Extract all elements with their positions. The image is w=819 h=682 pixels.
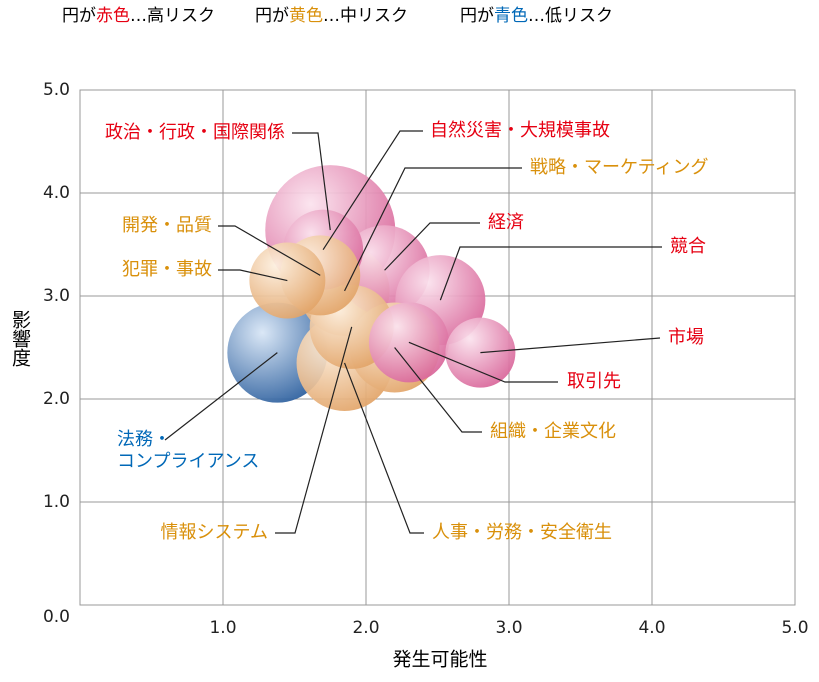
y-tick-label: 2.0 <box>43 389 70 409</box>
legend-entry: 円が赤色…高リスク <box>62 6 215 26</box>
x-tick-label: 5.0 <box>781 618 808 638</box>
bubble-label: 市場 <box>668 327 704 348</box>
x-axis-label: 発生可能性 <box>392 649 487 671</box>
bubble-label: 開発・品質 <box>122 215 212 236</box>
bubble-label: 組織・企業文化 <box>490 421 616 442</box>
legend: 円が赤色…高リスク 円が黄色…中リスク 円が青色…低リスク <box>62 6 613 26</box>
leader-line <box>322 130 423 250</box>
leader-line <box>394 347 482 433</box>
bubble-label: 取引先 <box>567 371 621 392</box>
bubble-label: 経済 <box>488 212 524 233</box>
legend-suffix: …高リスク <box>130 6 215 26</box>
leader-line <box>218 269 288 282</box>
y-tick-label: 5.0 <box>43 80 70 100</box>
leader-line <box>384 222 480 271</box>
leader-line <box>343 362 424 534</box>
bubble-label: 競合 <box>670 236 706 257</box>
bubble-label: 法務・ <box>117 429 171 450</box>
legend-prefix: 円が <box>460 6 494 26</box>
legend-entry: 円が青色…低リスク <box>460 6 613 26</box>
legend-suffix: …中リスク <box>323 6 408 26</box>
x-tick-label: 2.0 <box>352 618 379 638</box>
leader-line <box>292 132 331 231</box>
bubble-label: 自然災害・大規模事故 <box>430 120 610 141</box>
leader-line <box>344 167 522 292</box>
legend-entry: 円が黄色…中リスク <box>255 6 408 26</box>
leader-line <box>275 326 353 534</box>
legend-color-word: 青色 <box>494 6 528 26</box>
y-tick-label: 1.0 <box>43 492 70 512</box>
legend-prefix: 円が <box>255 6 289 26</box>
bubble-label: コンプライアンス <box>117 451 259 472</box>
leader-line <box>480 337 661 354</box>
bubble-label: 人事・労務・安全衛生 <box>432 522 612 543</box>
legend-suffix: …低リスク <box>528 6 613 26</box>
legend-color-word: 赤色 <box>96 6 130 26</box>
bubble-label: 犯罪・事故 <box>122 259 212 280</box>
bubble-label: 政治・行政・国際関係 <box>105 122 285 143</box>
x-tick-label: 1.0 <box>209 618 236 638</box>
y-axis-label: 影響度 <box>9 310 31 367</box>
x-tick-label: 3.0 <box>495 618 522 638</box>
leader-line <box>439 246 662 301</box>
legend-prefix: 円が <box>62 6 96 26</box>
bubble-label: 戦略・マーケティング <box>530 157 709 178</box>
y-tick-label: 4.0 <box>43 183 70 203</box>
x-tick-label: 4.0 <box>638 618 665 638</box>
leader-line <box>164 352 278 441</box>
leader-line <box>408 341 558 383</box>
legend-color-word: 黄色 <box>289 6 323 26</box>
y-tick-label: 0.0 <box>43 607 70 627</box>
y-tick-label: 3.0 <box>43 286 70 306</box>
bubble-label: 情報システム <box>161 522 268 543</box>
leader-line <box>218 225 321 276</box>
